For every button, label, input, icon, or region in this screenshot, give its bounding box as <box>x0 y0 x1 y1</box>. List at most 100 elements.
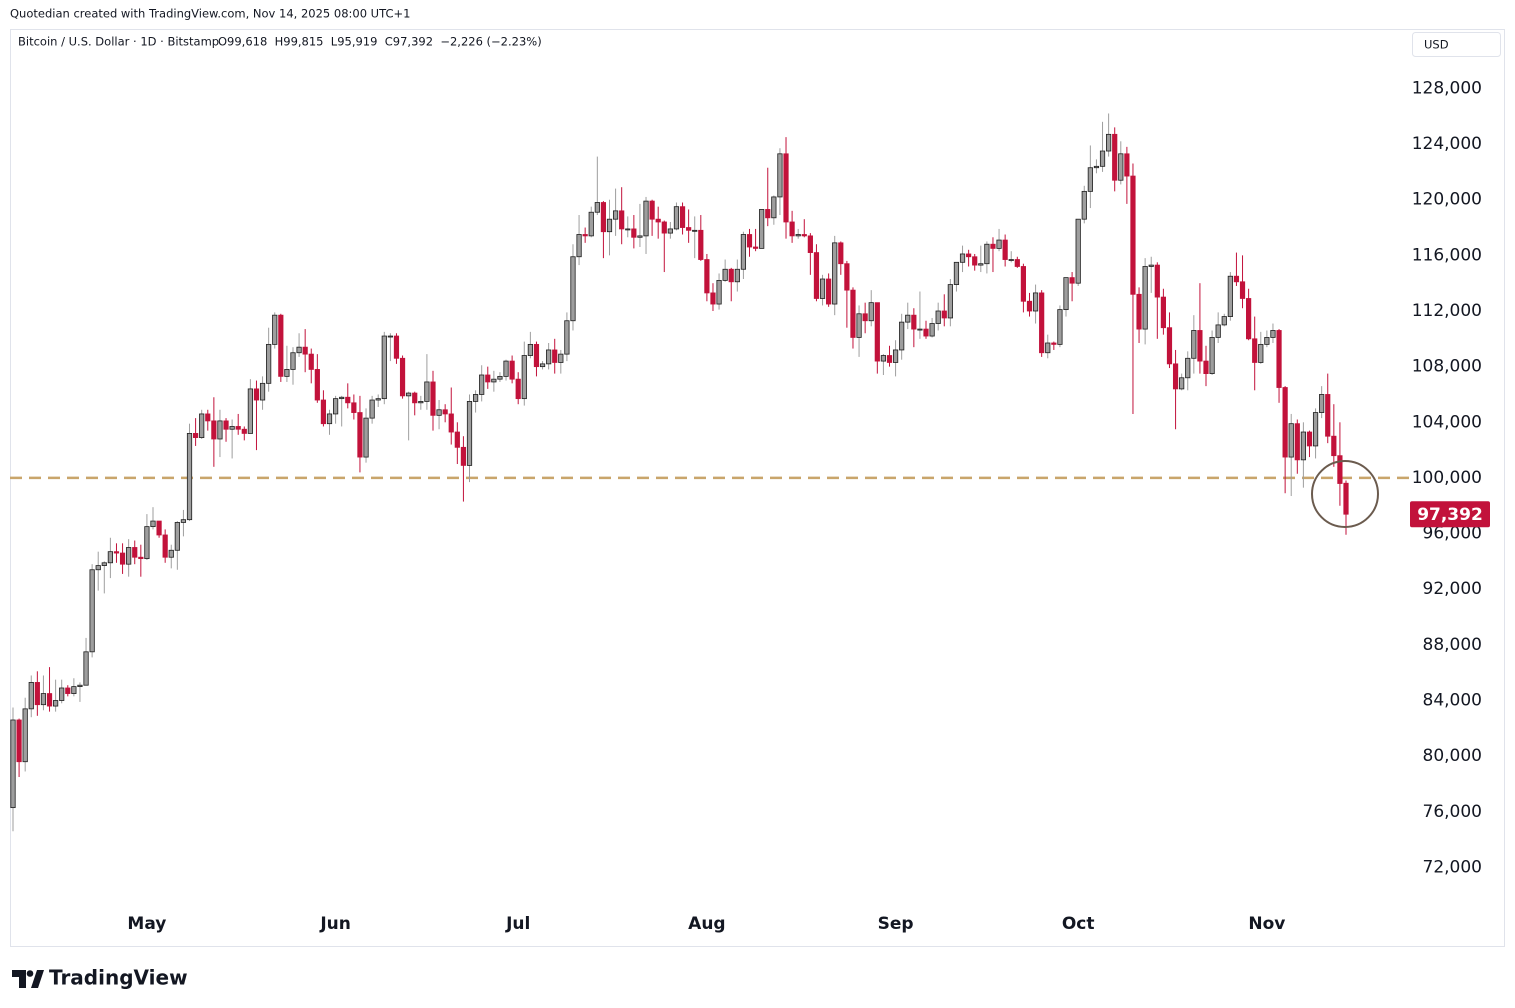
candle-body <box>546 349 552 365</box>
candle-body <box>911 314 917 330</box>
candle-body <box>1118 153 1124 181</box>
symbol: Bitcoin / U.S. Dollar · 1D · Bitstamp <box>18 35 219 49</box>
candle-body <box>844 263 850 291</box>
candle-body <box>819 278 826 299</box>
last-price-box <box>1410 501 1490 528</box>
candle-body <box>1337 455 1343 484</box>
candle-body <box>1252 338 1258 363</box>
y-tick-label: 128,000 <box>1412 78 1482 98</box>
candle-body <box>777 153 783 198</box>
y-tick-label: 112,000 <box>1412 301 1482 321</box>
candle-body <box>874 302 880 362</box>
candle-body <box>40 693 47 706</box>
y-tick-label: 88,000 <box>1423 635 1482 655</box>
candle-body <box>1276 330 1282 388</box>
y-tick-label: 108,000 <box>1412 357 1482 377</box>
candle-body <box>612 210 619 220</box>
candle-body <box>533 343 540 368</box>
candle-body <box>1312 412 1319 447</box>
candle-body <box>643 200 649 237</box>
candle-body <box>1294 423 1300 461</box>
candle-body <box>10 719 16 809</box>
candle-body <box>722 268 728 281</box>
candle-body <box>1020 266 1027 302</box>
candle-body <box>1227 275 1233 317</box>
candle-body <box>205 413 211 422</box>
candle-body <box>460 446 467 466</box>
candle-body <box>393 335 400 359</box>
candle-body <box>947 284 953 319</box>
candle-body <box>339 396 345 400</box>
candle-body <box>631 228 637 238</box>
candle-body <box>564 320 570 355</box>
candle-body <box>174 522 180 551</box>
candle-body <box>826 278 832 305</box>
candle-body <box>606 218 613 233</box>
candle-body <box>1343 482 1349 515</box>
candle-body <box>1221 316 1227 326</box>
candle-body <box>728 268 734 283</box>
candle-body <box>990 243 996 249</box>
candle-body <box>241 428 247 434</box>
candle-body <box>1106 133 1112 152</box>
candle-body <box>430 381 436 416</box>
x-tick-label: Oct <box>1062 914 1095 934</box>
candle-body <box>686 227 692 231</box>
y-tick-label: 124,000 <box>1412 134 1482 154</box>
candle-body <box>497 375 503 380</box>
candle-body <box>783 153 789 223</box>
candle-body <box>1215 324 1221 338</box>
candle-body <box>813 252 820 299</box>
candle-body <box>752 246 759 249</box>
candle-body <box>929 323 935 337</box>
candle-body <box>296 346 302 354</box>
candle-body <box>1075 218 1081 284</box>
candle-body <box>1057 309 1063 345</box>
candle-body <box>503 360 509 377</box>
last-price-label: 97,392 <box>1417 505 1483 525</box>
candle-body <box>552 349 558 363</box>
candle-body <box>259 382 266 401</box>
candle-body <box>692 229 698 232</box>
candle-body <box>972 256 978 266</box>
candle-body <box>941 310 947 319</box>
y-tick-label: 72,000 <box>1423 857 1482 877</box>
candle-body <box>302 346 308 355</box>
y-tick-label: 120,000 <box>1412 190 1482 210</box>
candle-body <box>448 413 454 433</box>
candle-body <box>899 321 905 351</box>
candle-body <box>856 313 862 338</box>
candle-body <box>795 234 801 237</box>
candle-body <box>619 210 625 230</box>
candle-body <box>16 719 22 763</box>
candle-body <box>1032 292 1039 312</box>
candle-body <box>363 417 369 458</box>
currency-box[interactable] <box>1412 32 1501 57</box>
candle-body <box>789 221 795 237</box>
y-tick-label: 84,000 <box>1423 691 1482 711</box>
candle-body <box>357 412 363 458</box>
candle-body <box>539 363 546 368</box>
candle-body <box>1045 342 1051 354</box>
candle-body <box>1197 330 1203 362</box>
plot-area: 72,000 76,000 80,000 84,000 88,000 92,000 96,0… <box>10 78 1482 934</box>
candle-body <box>1258 343 1264 363</box>
candle-body <box>923 328 929 337</box>
candle-body <box>381 335 387 400</box>
candle-body <box>679 206 686 228</box>
y-tick-label: 116,000 <box>1412 245 1482 265</box>
candle-body <box>570 256 576 322</box>
candle-body <box>734 268 740 283</box>
candle-body <box>509 360 515 380</box>
candle-body <box>320 399 327 425</box>
candle-body <box>1081 190 1087 220</box>
candle-body <box>862 313 868 322</box>
candle-body <box>1148 264 1154 267</box>
y-tick-label: 80,000 <box>1423 746 1482 766</box>
x-tick-label: May <box>127 914 166 934</box>
candle-body <box>1014 259 1020 267</box>
candle-body <box>290 352 296 370</box>
candle-body <box>1179 377 1185 390</box>
candle-body <box>996 239 1002 249</box>
candle-body <box>1185 357 1191 379</box>
